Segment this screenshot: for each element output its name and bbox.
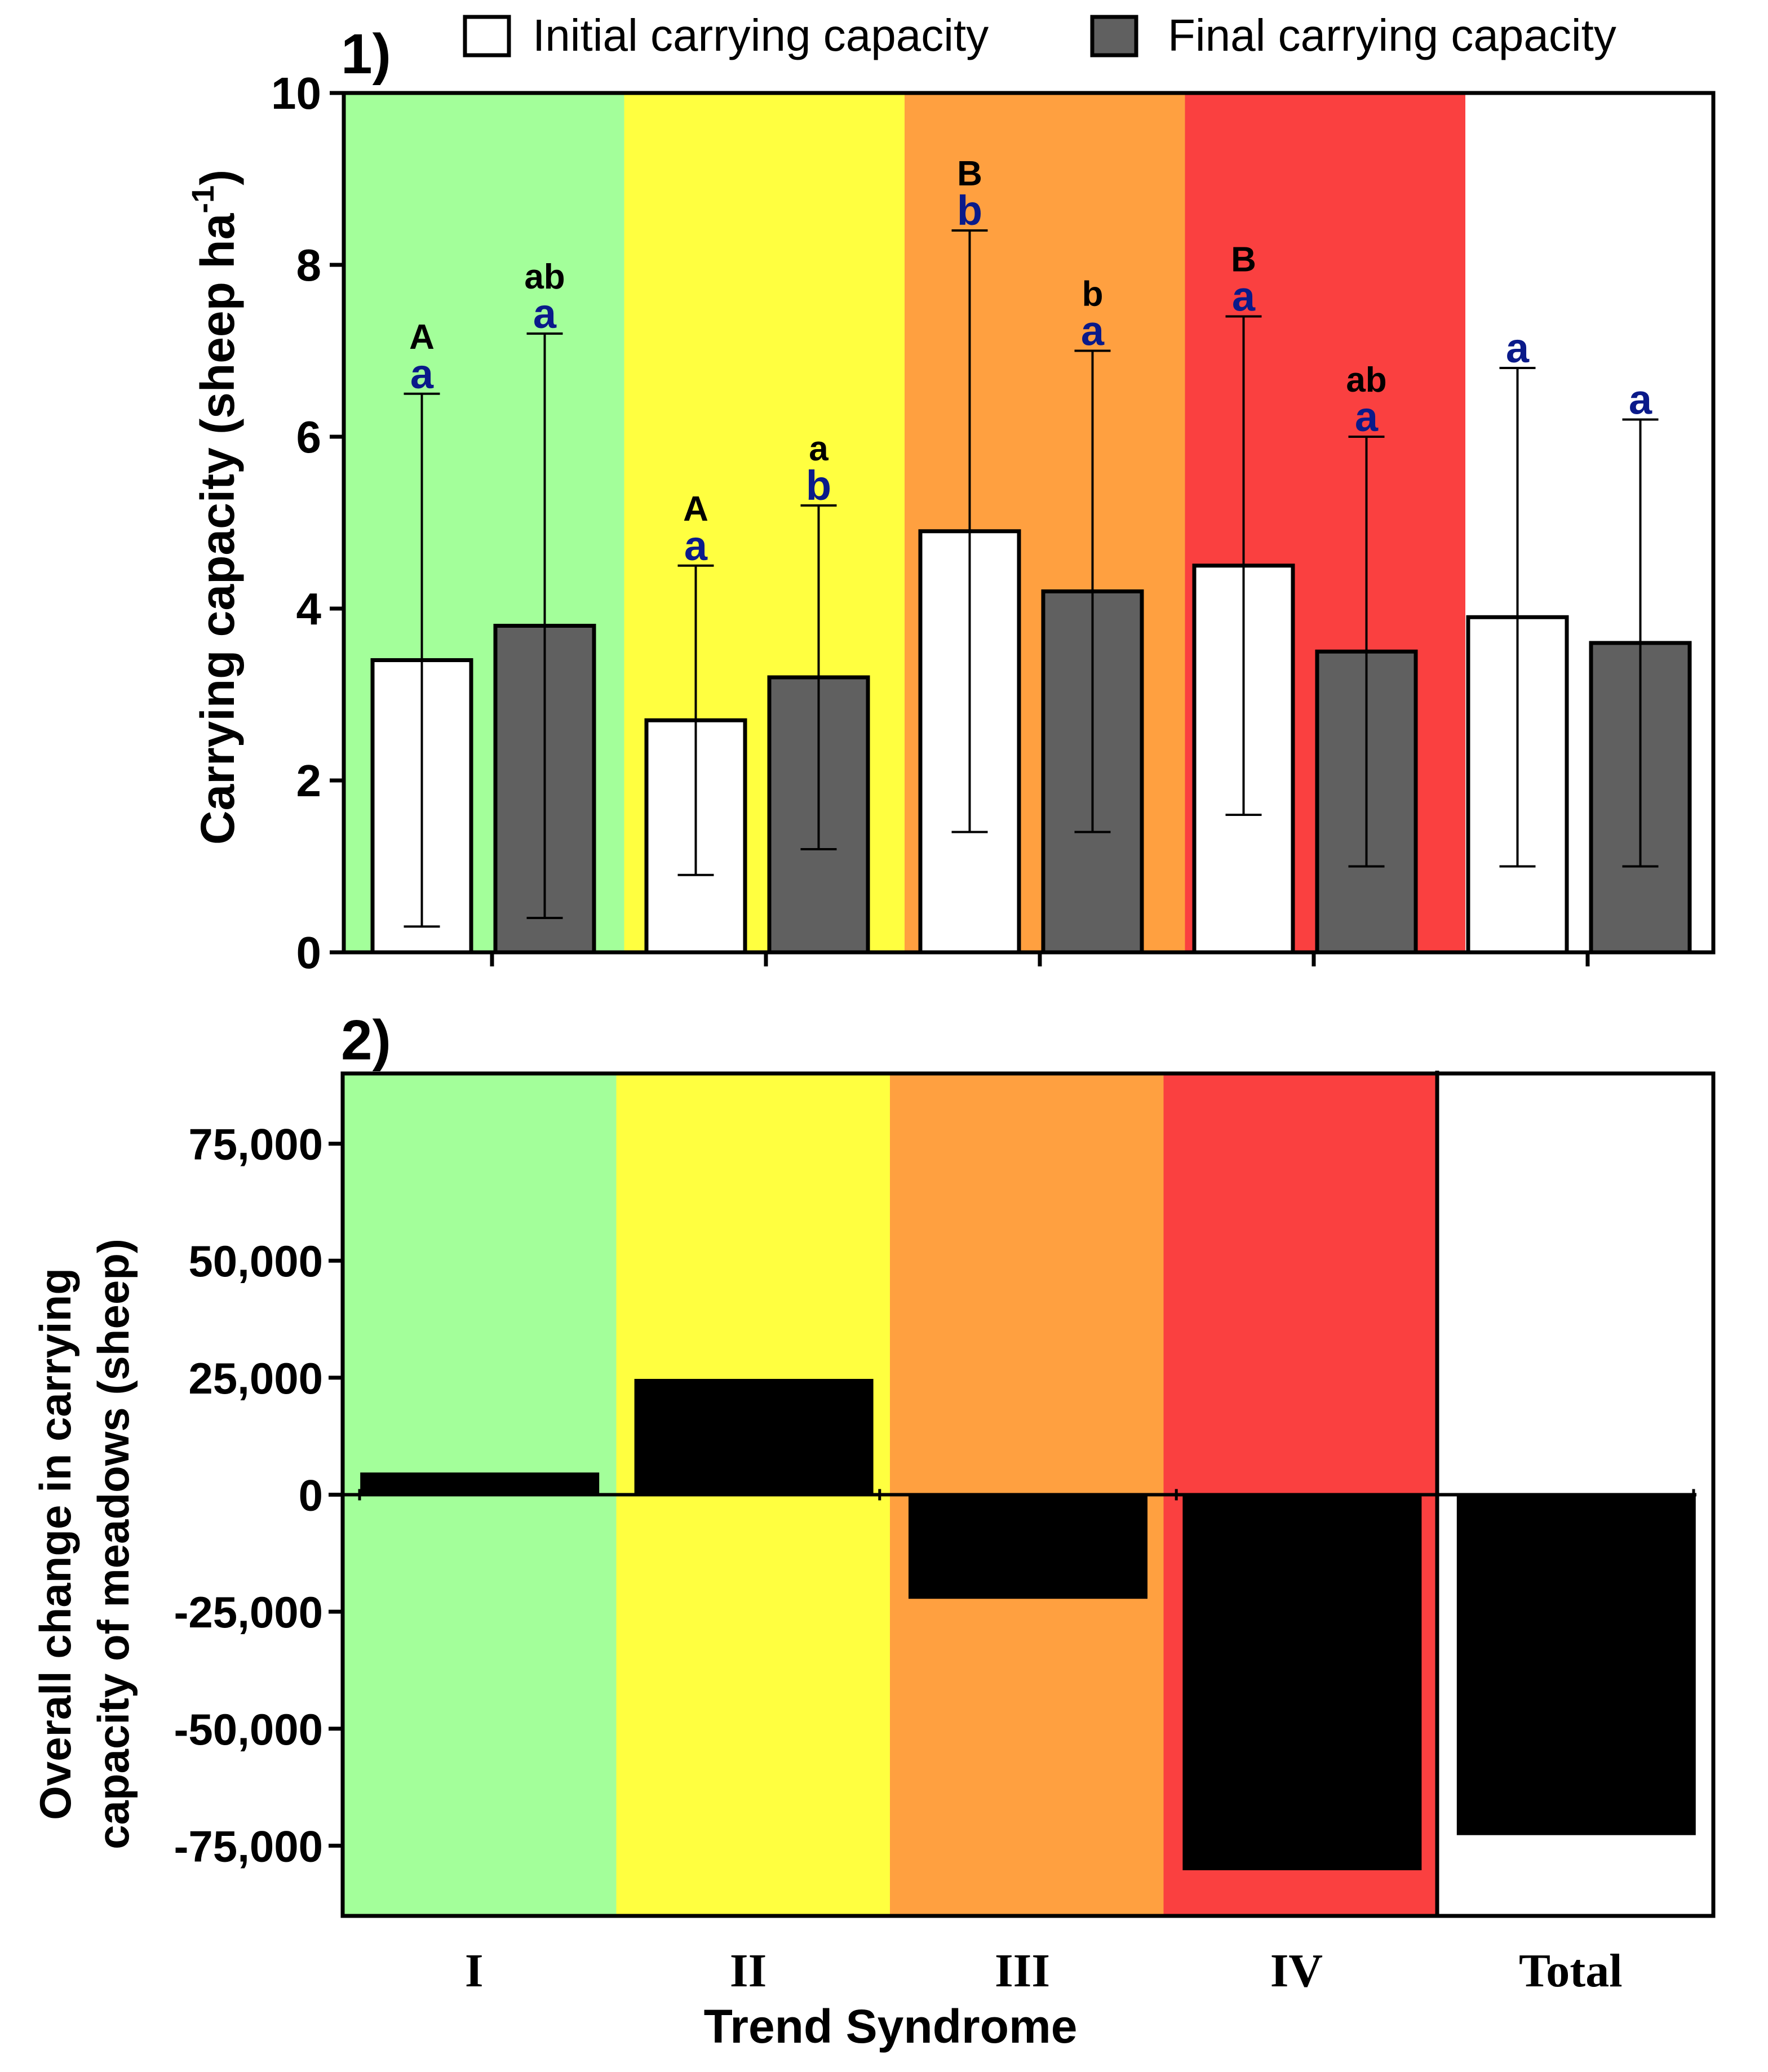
legend-initial-swatch (463, 15, 511, 57)
letter-lower-I-1: a (533, 290, 557, 337)
x-tick-label-IV: IV (1270, 1945, 1323, 1997)
change-bar-IV (1182, 1493, 1422, 1870)
panel-1-label: 1) (341, 23, 391, 86)
panel-1-chart: 1) Initial carrying capacity Final carry… (185, 10, 1716, 978)
letter-lower-III-0: b (957, 187, 982, 234)
x-tick-label-I: I (465, 1945, 484, 1997)
panel-2-y-tick-label: 25,000 (188, 1354, 323, 1403)
panel-1-y-tick-label: 4 (296, 584, 322, 634)
panel-2-y-tick-label: 0 (299, 1471, 323, 1520)
letter-lower-II-1: b (806, 462, 831, 509)
letter-upper-I-0: A (409, 318, 435, 357)
legend-final-label: Final carrying capacity (1168, 10, 1616, 60)
panel-1-legend: Initial carrying capacity Final carrying… (463, 10, 1616, 60)
panel-1-y-axis-label: Carrying capacity (sheep ha-1) (185, 170, 244, 845)
letter-lower-II-0: a (684, 522, 708, 569)
change-bar-II (634, 1379, 874, 1496)
panel-2-bars (360, 1379, 1696, 1870)
panel-1-y-ticks: 0 2 4 6 8 10 (271, 68, 344, 978)
panel-1-y-tick-label: 8 (296, 240, 322, 290)
letter-upper-IV-1: ab (1346, 361, 1386, 400)
panel-1-plot-frame (342, 91, 1716, 955)
panel-2-y-tick-label: -75,000 (174, 1821, 323, 1871)
x-tick-label-III: III (995, 1945, 1050, 1997)
change-bar-III (909, 1493, 1147, 1599)
letter-upper-IV-0: B (1231, 241, 1256, 279)
panel-1-y-tick-label: 0 (296, 928, 322, 978)
letter-lower-Total-0: a (1506, 325, 1530, 371)
panel-1-error-bars (404, 229, 1659, 928)
panel-2-y-ticks: -75,000 -50,000 -25,000 0 25,000 50,000 75,000 (174, 1120, 343, 1871)
panel-2-x-tick-labels: I II III IV Total (465, 1945, 1623, 1997)
panel-2-y-axis-label-line-1: Overall change in carrying (30, 1268, 80, 1820)
change-bar-Total (1456, 1493, 1696, 1835)
letter-lower-I-0: a (410, 350, 434, 397)
panel-1-axes (342, 91, 1716, 966)
letter-upper-II-0: A (683, 490, 708, 529)
panel-2-label: 2) (341, 1009, 391, 1072)
panel-1-y-tick-label: 10 (271, 68, 321, 118)
panel-1-y-tick-label: 6 (296, 412, 322, 462)
letter-lower-IV-0: a (1232, 273, 1256, 320)
panel-2-y-tick-label: -25,000 (174, 1587, 323, 1637)
x-tick-label-II: II (730, 1945, 766, 1997)
x-tick-label-Total: Total (1519, 1945, 1623, 1997)
x-axis-label: Trend Syndrome (704, 2000, 1078, 2053)
letter-lower-Total-1: a (1629, 376, 1652, 423)
letter-upper-III-0: B (957, 154, 982, 193)
letter-lower-III-1: a (1081, 308, 1105, 354)
panel-2-y-tick-label: 50,000 (188, 1236, 323, 1286)
letter-upper-I-1: ab (524, 258, 565, 296)
legend-final-swatch (1090, 15, 1138, 57)
panel-2-y-axis-label-line-2: capacity of meadows (sheep) (88, 1239, 138, 1849)
panel-2-y-tick-label: 75,000 (188, 1120, 323, 1169)
legend-initial-label: Initial carrying capacity (533, 10, 989, 60)
change-bar-I (360, 1472, 600, 1496)
panel-2-chart: 2) -75,000 -50,000 -25,000 0 25,000 50,000 75,… (30, 1009, 1716, 2053)
panel-2-y-tick-label: -50,000 (174, 1705, 323, 1754)
letter-lower-IV-1: a (1355, 393, 1379, 440)
letter-upper-III-1: b (1082, 275, 1104, 314)
panel-1-y-tick-label: 2 (296, 756, 322, 806)
letter-upper-II-1: a (809, 429, 828, 468)
